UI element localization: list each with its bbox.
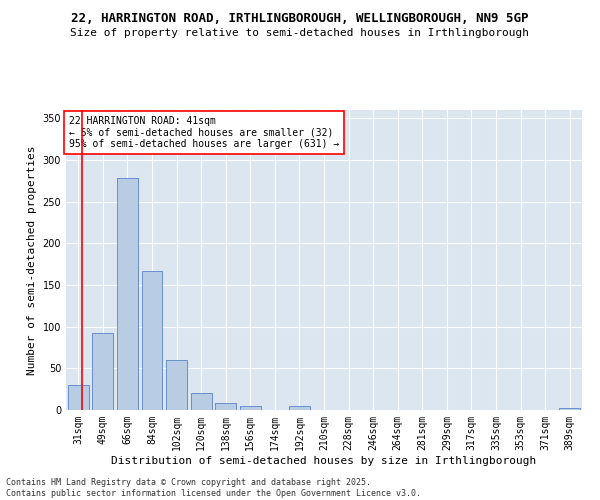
Bar (191, 392, 212, 410)
Bar (240, 406, 261, 410)
Bar (559, 408, 580, 410)
Bar (166, 360, 187, 410)
Bar (117, 178, 138, 410)
Text: 22, HARRINGTON ROAD, IRTHLINGBOROUGH, WELLINGBOROUGH, NN9 5GP: 22, HARRINGTON ROAD, IRTHLINGBOROUGH, WE… (71, 12, 529, 26)
Bar (68, 385, 89, 410)
Bar (289, 406, 310, 410)
Y-axis label: Number of semi-detached properties: Number of semi-detached properties (27, 145, 37, 375)
Text: Size of property relative to semi-detached houses in Irthlingborough: Size of property relative to semi-detach… (71, 28, 530, 38)
X-axis label: Distribution of semi-detached houses by size in Irthlingborough: Distribution of semi-detached houses by … (112, 456, 536, 466)
Text: Contains HM Land Registry data © Crown copyright and database right 2025.
Contai: Contains HM Land Registry data © Crown c… (6, 478, 421, 498)
Bar (142, 271, 163, 410)
Bar (92, 334, 113, 410)
Bar (215, 402, 236, 410)
Text: 22 HARRINGTON ROAD: 41sqm
← 5% of semi-detached houses are smaller (32)
95% of s: 22 HARRINGTON ROAD: 41sqm ← 5% of semi-d… (68, 116, 339, 149)
